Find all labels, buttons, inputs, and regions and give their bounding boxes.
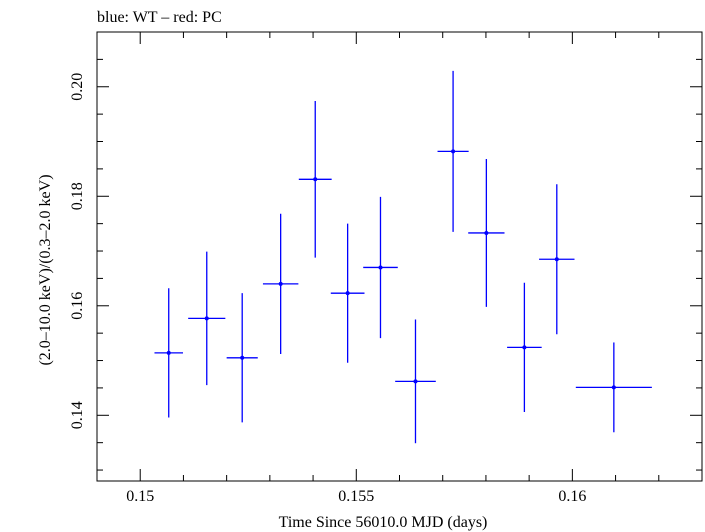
x-tick-label: 0.16: [558, 488, 586, 505]
data-point: [539, 184, 575, 335]
y-tick-label: 0.14: [69, 401, 86, 429]
point-marker: [413, 379, 418, 384]
data-point: [437, 70, 469, 232]
data-point: [154, 288, 183, 418]
data-point: [363, 196, 398, 339]
point-marker: [345, 291, 350, 296]
data-point: [575, 342, 652, 433]
x-tick-label: 0.155: [338, 488, 374, 505]
point-marker: [204, 316, 209, 321]
data-point: [507, 282, 542, 413]
plot-frame: [96, 31, 703, 482]
data-point: [188, 251, 226, 386]
data-point: [226, 293, 258, 423]
data-point: [262, 213, 299, 354]
point-marker: [611, 385, 616, 390]
chart-title: blue: WT – red: PC: [97, 9, 222, 26]
data-point: [468, 159, 505, 307]
data-point: [330, 223, 365, 363]
data-point: [298, 100, 332, 258]
point-marker: [451, 149, 456, 154]
data-point: [395, 319, 436, 444]
point-marker: [484, 230, 489, 235]
x-axis-label: Time Since 56010.0 MJD (days): [279, 514, 488, 531]
y-tick-label: 0.18: [69, 182, 86, 210]
y-tick-label: 0.20: [69, 73, 86, 101]
axis-ticks: 0.15 0.155 0.16 0.14 0.16 0.18 0.20: [69, 31, 703, 505]
y-tick-label: 0.16: [69, 292, 86, 320]
point-marker: [522, 345, 527, 350]
point-marker: [278, 281, 283, 286]
point-marker: [166, 350, 171, 355]
point-marker: [554, 257, 559, 262]
data-marks: [154, 70, 652, 444]
point-marker: [313, 177, 318, 182]
y-axis-label: (2.0–10.0 keV)/(0.3–2.0 keV): [37, 174, 54, 365]
point-marker: [378, 265, 383, 270]
x-tick-label: 0.15: [126, 488, 154, 505]
point-marker: [240, 355, 245, 360]
